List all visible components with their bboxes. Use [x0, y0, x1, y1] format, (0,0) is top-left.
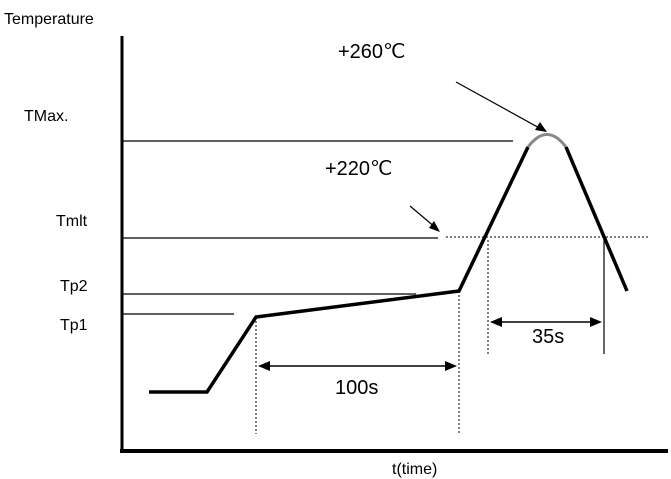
preheat-arrow-head-right	[445, 361, 457, 371]
above-melt-duration-label: 35s	[532, 326, 564, 348]
melt-temp-label: +220℃	[325, 158, 393, 180]
peak-pointer-arrow	[455, 81, 544, 131]
peak-tip	[526, 133, 568, 148]
cooling-slope	[564, 146, 629, 292]
melt-arrow-head-right	[590, 317, 602, 327]
melt-pointer-head	[429, 221, 440, 232]
preheat-arrow-head-left	[258, 361, 270, 371]
x-axis-label: t(time)	[392, 461, 437, 478]
y-axis-label: Temperature	[4, 11, 94, 28]
tmlt-label: Tmlt	[56, 213, 88, 230]
reflow-profile-curve	[149, 146, 530, 394]
tp1-label: Tp1	[60, 317, 88, 334]
melt-arrow-head-left	[490, 317, 502, 327]
peak-temp-label: +260℃	[338, 41, 406, 63]
tp2-label: Tp2	[60, 278, 88, 295]
preheat-duration-label: 100s	[335, 377, 378, 399]
tmax-label: TMax.	[24, 108, 68, 125]
peak-pointer-head	[535, 122, 547, 132]
